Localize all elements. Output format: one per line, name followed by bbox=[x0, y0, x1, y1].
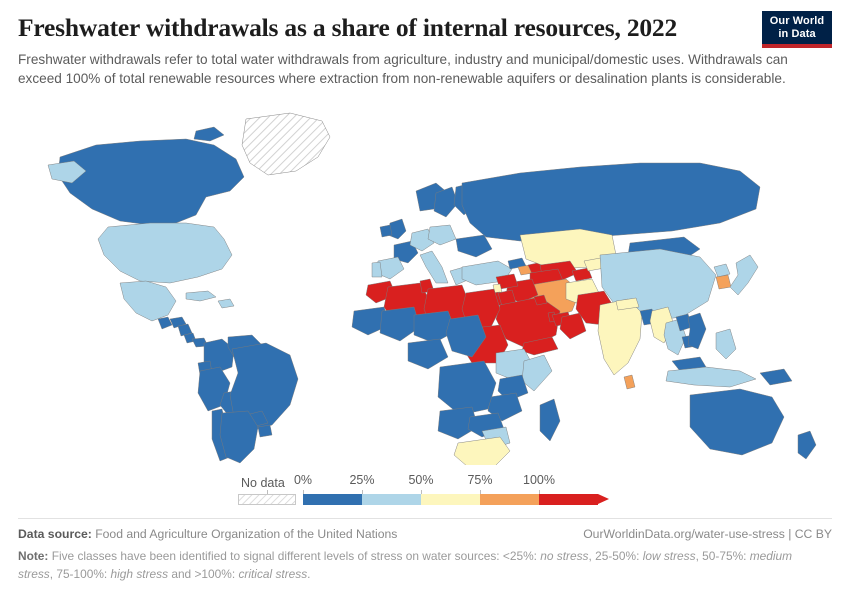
country-uruguay[interactable] bbox=[257, 424, 273, 438]
country-somalia[interactable] bbox=[521, 354, 553, 392]
no-data-label: No data bbox=[241, 476, 285, 490]
country-cuba[interactable] bbox=[185, 290, 217, 302]
country-niger[interactable] bbox=[413, 310, 457, 344]
country-greenland[interactable] bbox=[241, 112, 331, 176]
note-text-2: , 25-50%: bbox=[588, 549, 643, 563]
url-license[interactable]: OurWorldinData.org/water-use-stress | CC… bbox=[583, 527, 832, 541]
country-australia[interactable] bbox=[689, 388, 785, 456]
country-vietnam[interactable] bbox=[687, 312, 707, 350]
owid-logo[interactable]: Our World in Data bbox=[762, 11, 832, 48]
legend-tick-no-data bbox=[267, 490, 268, 494]
footer-divider bbox=[18, 518, 832, 519]
country-chad[interactable] bbox=[445, 314, 487, 358]
country-argentina[interactable] bbox=[219, 410, 259, 464]
legend-bin-4[interactable] bbox=[539, 494, 598, 505]
data-source: Data source: Food and Agriculture Organi… bbox=[18, 527, 397, 541]
legend-tick-label-3: 75% bbox=[467, 473, 493, 487]
country-france[interactable] bbox=[393, 240, 419, 264]
logo-line-1: Our World bbox=[769, 15, 825, 27]
no-data-swatch-fill bbox=[238, 494, 296, 505]
country-germany[interactable] bbox=[409, 228, 435, 252]
country-angola[interactable] bbox=[437, 406, 479, 440]
legend-tick-1 bbox=[362, 490, 363, 494]
note-text-1: Five classes have been identified to sig… bbox=[48, 549, 541, 563]
map-legend: No data 0% 25% 50% 75% 100% bbox=[0, 470, 850, 510]
data-source-value: Food and Agriculture Organization of the… bbox=[91, 527, 398, 541]
legend-bin-0[interactable] bbox=[303, 494, 362, 505]
legend-bin-1[interactable] bbox=[362, 494, 421, 505]
logo-line-2: in Data bbox=[778, 27, 816, 40]
chart-footer: Data source: Food and Agriculture Organi… bbox=[0, 518, 850, 584]
country-tajikistan[interactable] bbox=[571, 267, 593, 282]
country-poland[interactable] bbox=[427, 224, 457, 246]
country-madagascar[interactable] bbox=[539, 398, 561, 442]
country-portugal[interactable] bbox=[371, 261, 383, 278]
note-text-5: and >100%: bbox=[168, 566, 239, 581]
map-svg bbox=[47, 112, 817, 465]
legend-tick-label-2: 50% bbox=[408, 473, 434, 487]
legend-arrow-icon bbox=[598, 494, 609, 504]
country-south-korea[interactable] bbox=[715, 274, 732, 290]
legend-bin-2[interactable] bbox=[421, 494, 480, 505]
country-dominican-republic[interactable] bbox=[217, 298, 235, 309]
legend-tick-label-4: 100% bbox=[523, 473, 555, 487]
country-papua-new-guinea[interactable] bbox=[759, 368, 793, 386]
country-north-korea[interactable] bbox=[713, 263, 731, 278]
data-source-label: Data source: bbox=[18, 527, 92, 541]
page-title: Freshwater withdrawals as a share of int… bbox=[18, 13, 678, 42]
country-united-states[interactable] bbox=[47, 160, 233, 284]
country-india[interactable] bbox=[597, 298, 643, 376]
legend-tick-4 bbox=[539, 490, 540, 494]
country-nepal[interactable] bbox=[615, 297, 640, 311]
country-russia[interactable] bbox=[461, 162, 761, 242]
note-class-medium-stress: medium stress bbox=[18, 549, 793, 581]
note-class-critical-stress: critical stress bbox=[238, 566, 308, 581]
country-guatemala[interactable] bbox=[157, 316, 173, 330]
legend-bin-3[interactable] bbox=[480, 494, 539, 505]
chart-header: Freshwater withdrawals as a share of int… bbox=[0, 0, 850, 88]
country-canada[interactable] bbox=[57, 126, 245, 226]
country-ireland[interactable] bbox=[379, 224, 393, 238]
legend-tick-2 bbox=[421, 490, 422, 494]
legend-tick-label-0: 0% bbox=[293, 473, 313, 487]
country-sri-lanka[interactable] bbox=[623, 374, 636, 390]
country-nigeria[interactable] bbox=[407, 338, 449, 370]
note-label: Note: bbox=[18, 549, 49, 563]
legend-bins bbox=[303, 494, 598, 505]
country-ukraine[interactable] bbox=[455, 234, 493, 258]
note-text-6: . bbox=[307, 566, 311, 581]
country-mali[interactable] bbox=[379, 306, 421, 342]
country-oman[interactable] bbox=[559, 312, 587, 340]
country-italy[interactable] bbox=[419, 250, 449, 284]
country-sweden[interactable] bbox=[433, 186, 459, 218]
note-class-high-stress: high stress bbox=[110, 566, 169, 581]
note-class-low-stress: low stress bbox=[642, 549, 696, 563]
country-indonesia[interactable] bbox=[665, 366, 757, 388]
legend-tick-label-1: 25% bbox=[349, 473, 375, 487]
country-new-zealand[interactable] bbox=[797, 430, 817, 460]
note-text-4: , 75-100%: bbox=[49, 566, 111, 581]
note-text-3: , 50-75%: bbox=[695, 549, 750, 563]
world-choropleth-map[interactable] bbox=[0, 105, 850, 465]
country-mexico[interactable] bbox=[119, 280, 177, 322]
note-class-no-stress: no stress bbox=[540, 549, 589, 563]
chart-note: Note: Five classes have been identified … bbox=[18, 548, 818, 584]
country-democratic-republic-of-congo[interactable] bbox=[437, 360, 497, 416]
legend-tick-0 bbox=[303, 490, 304, 494]
country-kuwait[interactable] bbox=[533, 294, 548, 306]
country-japan[interactable] bbox=[729, 254, 759, 296]
country-brazil[interactable] bbox=[229, 342, 299, 432]
chart-subtitle: Freshwater withdrawals refer to total wa… bbox=[18, 51, 788, 86]
legend-tick-3 bbox=[480, 490, 481, 494]
country-south-africa[interactable] bbox=[453, 436, 511, 465]
country-philippines[interactable] bbox=[715, 328, 737, 360]
